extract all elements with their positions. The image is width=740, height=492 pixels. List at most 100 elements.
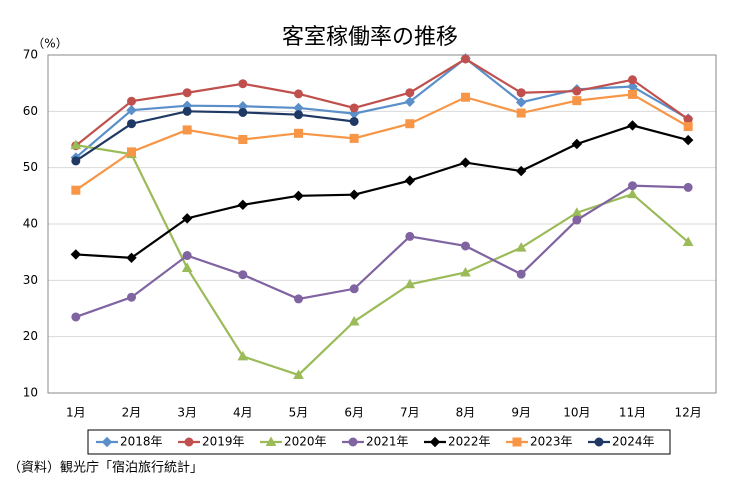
marker <box>404 96 416 107</box>
marker <box>516 269 526 279</box>
source: （資料）観光庁「宿泊旅行統計」 <box>8 460 203 476</box>
marker <box>294 110 303 120</box>
marker <box>404 278 416 289</box>
x-tick-label: 7月 <box>400 406 420 420</box>
legend-label: 2020年 <box>284 435 327 449</box>
series-line <box>75 93 689 192</box>
marker <box>349 116 359 126</box>
marker <box>349 103 359 113</box>
legend-marker <box>512 437 522 447</box>
marker <box>572 96 582 106</box>
legend-marker <box>594 437 604 447</box>
marker <box>683 114 693 124</box>
marker <box>182 251 192 261</box>
marker <box>294 89 303 99</box>
marker <box>71 185 81 195</box>
marker <box>515 242 527 252</box>
series-line <box>75 124 689 259</box>
marker <box>572 86 582 96</box>
marker <box>682 236 694 247</box>
marker <box>182 88 192 98</box>
y-tick-label: 40 <box>23 217 38 231</box>
marker <box>71 156 81 166</box>
marker <box>683 182 693 192</box>
marker <box>238 79 248 89</box>
marker <box>404 175 416 186</box>
x-tick-label: 11月 <box>619 406 646 420</box>
y-tick-label: 60 <box>23 104 38 118</box>
y-tick-label: 30 <box>23 273 38 287</box>
marker <box>628 89 637 99</box>
marker <box>682 134 694 146</box>
y-tick-label: 70 <box>23 48 38 62</box>
y-tick-label: 10 <box>23 386 38 400</box>
series-line <box>75 184 689 318</box>
marker <box>405 119 415 129</box>
marker <box>515 165 527 177</box>
marker <box>71 312 81 322</box>
series-line <box>75 144 689 377</box>
marker <box>627 120 638 131</box>
marker <box>516 108 526 118</box>
marker <box>127 96 136 106</box>
marker <box>182 106 192 116</box>
marker <box>127 147 136 157</box>
marker <box>237 199 249 211</box>
x-tick-label: 2月 <box>122 406 142 420</box>
legend-marker <box>429 436 441 448</box>
marker <box>349 133 359 143</box>
marker <box>461 92 470 102</box>
series-line <box>75 56 689 159</box>
marker <box>181 262 193 272</box>
marker <box>294 128 303 138</box>
marker <box>571 138 583 150</box>
legend-label: 2019年 <box>202 435 245 449</box>
marker <box>293 190 304 202</box>
marker <box>627 188 638 199</box>
marker <box>460 266 471 277</box>
x-tick-label: 1月 <box>66 406 86 420</box>
plot-frame <box>47 54 717 394</box>
marker <box>237 350 249 361</box>
x-tick-label: 9月 <box>511 406 531 420</box>
y-unit: （%） <box>32 37 67 51</box>
marker <box>238 270 248 280</box>
marker <box>572 215 582 225</box>
series-line <box>75 57 689 147</box>
marker <box>516 88 526 98</box>
marker <box>127 292 136 302</box>
legend-label: 2021年 <box>366 435 409 449</box>
chart-title: 客室稼働率の推移 <box>282 25 458 50</box>
marker <box>348 189 360 200</box>
legend-label: 2022年 <box>448 435 491 449</box>
marker <box>294 294 303 304</box>
marker <box>70 249 82 260</box>
marker <box>182 125 192 135</box>
marker <box>628 75 637 85</box>
x-tick-label: 12月 <box>675 406 702 420</box>
legend-marker <box>348 437 358 447</box>
legend-label: 2018年 <box>120 435 163 449</box>
x-tick-label: 4月 <box>233 406 253 420</box>
marker <box>126 252 137 264</box>
legend-marker <box>184 437 194 447</box>
marker <box>461 54 470 64</box>
x-tick-label: 3月 <box>177 406 197 420</box>
legend-marker <box>101 436 113 448</box>
marker <box>405 231 415 241</box>
marker <box>683 122 693 132</box>
x-tick-label: 6月 <box>344 406 364 420</box>
marker <box>293 369 304 379</box>
legend-marker <box>265 436 277 446</box>
marker <box>126 104 137 116</box>
x-tick-label: 8月 <box>456 406 476 420</box>
x-tick-label: 5月 <box>289 406 309 420</box>
marker <box>460 157 471 168</box>
marker <box>405 88 415 98</box>
marker <box>181 213 193 224</box>
legend-box <box>87 429 671 455</box>
marker <box>515 97 527 108</box>
marker <box>348 315 360 326</box>
y-tick-label: 20 <box>23 329 38 343</box>
legend-label: 2023年 <box>530 435 573 449</box>
